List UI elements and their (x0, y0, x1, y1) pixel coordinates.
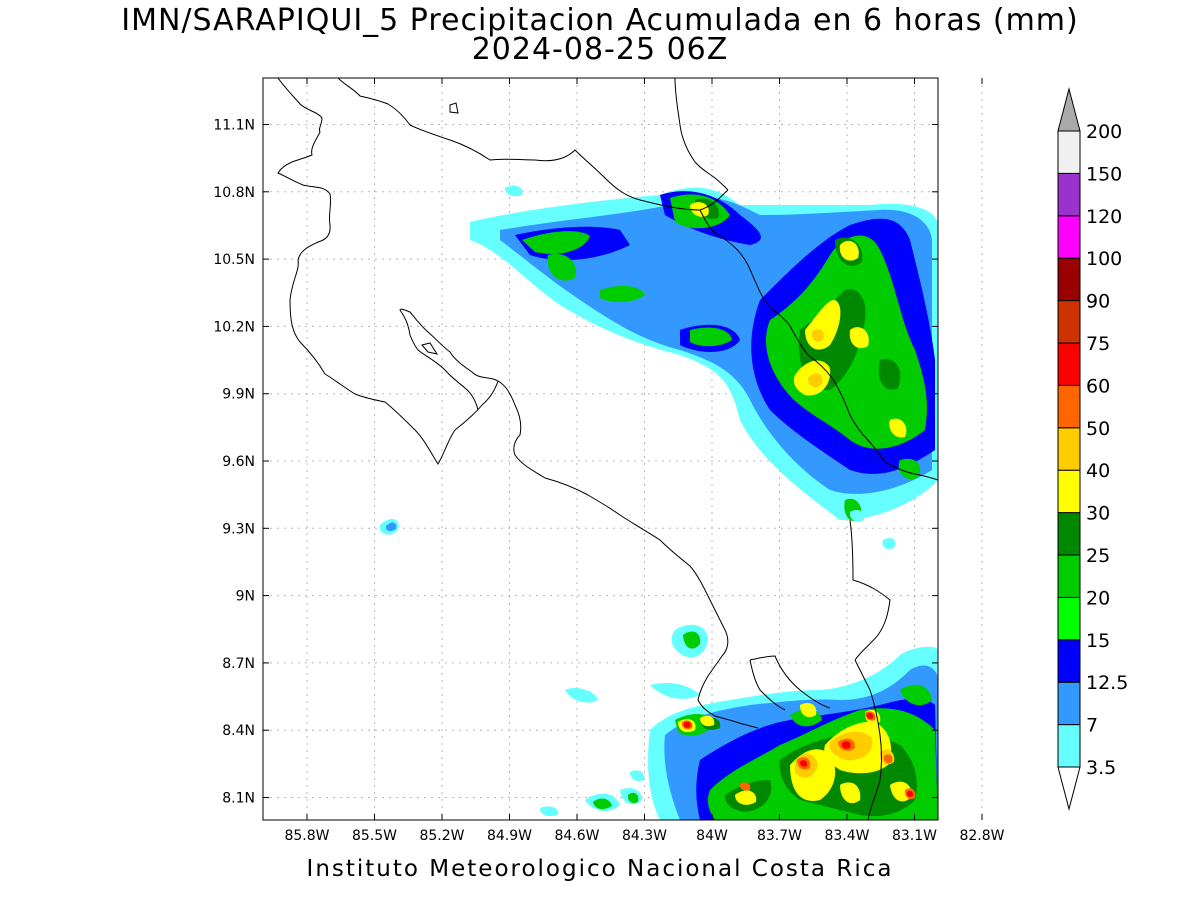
longitude-tick-labels: 85.8W 85.5W 85.2W 84.9W 84.6W 84.3W 84W 83.7W 83… (284, 78, 1005, 844)
colorbar-level-label: 50 (1086, 418, 1110, 440)
lat-tick-label: 9.3N (222, 521, 255, 537)
colorbar-level-label: 30 (1086, 503, 1110, 525)
colorbar-swatch (1057, 681, 1081, 726)
lat-tick-label: 10.2N (213, 319, 255, 335)
precip-cell (683, 712, 914, 797)
precipitation-field (379, 185, 938, 820)
colorbar-level-label: 15 (1086, 630, 1110, 652)
lon-tick-label: 84.9W (487, 828, 532, 844)
colorbar-under-triangle (1057, 766, 1081, 811)
colorbar (1057, 87, 1081, 811)
colorbar-level-label: 120 (1086, 206, 1122, 228)
lat-tick-label: 10.5N (213, 252, 255, 268)
lon-tick-label: 84.6W (554, 828, 599, 844)
lat-tick-label: 10.8N (213, 185, 255, 201)
colorbar-labels: 3.5 7 12.5 15 20 25 30 40 50 60 75 90 100 120 150 200 (1086, 121, 1128, 779)
colorbar-level-label: 90 (1086, 291, 1110, 313)
lon-tick-label: 83.4W (824, 828, 869, 844)
lat-tick-label: 9.9N (222, 387, 255, 403)
colorbar-level-label: 40 (1086, 460, 1110, 482)
latitude-tick-labels: 11.1N 10.8N 10.5N 10.2N 9.9N 9.6N 9.3N 9N 8.7N 8.… (213, 118, 938, 807)
map-title: IMN/SARAPIQUI_5 Precipitacion Acumulada … (121, 3, 1079, 38)
colorbar-level-label: 12.5 (1086, 672, 1128, 694)
colorbar-swatch (1057, 300, 1081, 344)
colorbar-level-label: 60 (1086, 375, 1110, 397)
lat-tick-label: 8.4N (222, 723, 255, 739)
lon-tick-label: 83.7W (757, 828, 802, 844)
map-frame (262, 77, 939, 821)
lon-tick-label: 85.5W (352, 828, 397, 844)
lat-tick-label: 9N (236, 589, 255, 605)
lon-tick-label: 83.1W (892, 828, 937, 844)
colorbar-swatch (1057, 215, 1081, 259)
lat-tick-label: 8.1N (222, 791, 255, 807)
lat-tick-label: 11.1N (213, 118, 255, 134)
lon-tick-label: 82.8W (959, 828, 1004, 844)
colorbar-level-label: 7 (1086, 715, 1098, 737)
colorbar-swatch (1057, 639, 1081, 683)
colorbar-level-label: 200 (1086, 121, 1122, 143)
colorbar-swatch (1057, 554, 1081, 598)
colorbar-level-label: 20 (1086, 587, 1110, 609)
colorbar-swatch (1057, 427, 1081, 471)
colorbar-level-label: 25 (1086, 545, 1110, 567)
colorbar-level-label: 75 (1086, 333, 1110, 355)
lat-tick-label: 9.6N (222, 454, 255, 470)
lon-tick-label: 85.8W (284, 828, 329, 844)
colorbar-swatch (1057, 596, 1081, 641)
colorbar-swatch (1057, 384, 1081, 429)
map-valid-time: 2024-08-25 06Z (471, 32, 729, 67)
colorbar-level-label: 3.5 (1086, 757, 1116, 779)
lon-tick-label: 84.3W (622, 828, 667, 844)
institution-footer: Instituto Meteorologico Nacional Costa R… (306, 856, 894, 882)
precip-cell (379, 185, 896, 817)
lon-tick-label: 85.2W (419, 828, 464, 844)
colorbar-swatch (1057, 724, 1081, 768)
colorbar-level-label: 150 (1086, 163, 1122, 185)
colorbar-swatch (1057, 257, 1081, 302)
colorbar-over-triangle (1057, 87, 1081, 132)
colorbar-swatch (1057, 172, 1081, 217)
lat-tick-label: 8.7N (222, 656, 255, 672)
colorbar-level-label: 100 (1086, 248, 1122, 270)
lon-tick-label: 84W (696, 828, 728, 844)
colorbar-swatch (1057, 469, 1081, 514)
colorbar-swatch (1057, 342, 1081, 386)
colorbar-swatch (1057, 130, 1081, 174)
coastline-borders (277, 78, 938, 820)
colorbar-swatch (1057, 512, 1081, 556)
precip-cell (808, 329, 824, 388)
